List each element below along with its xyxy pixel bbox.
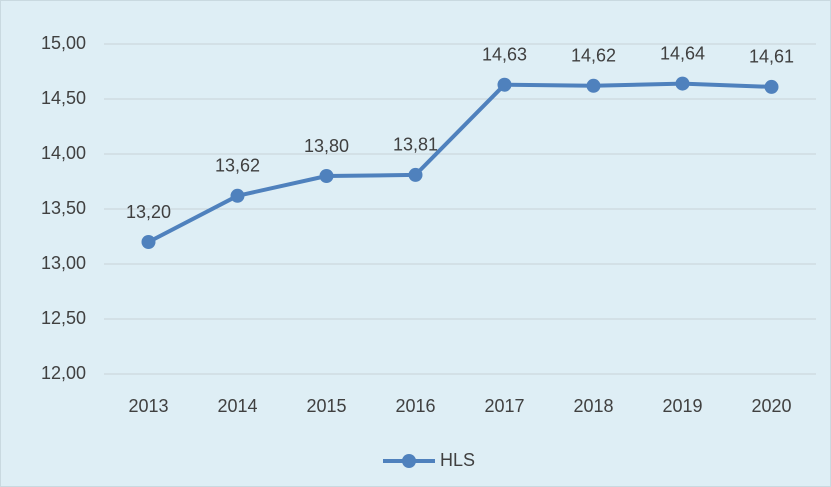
data-point: [586, 78, 601, 93]
data-point: [230, 188, 245, 203]
data-label: 13,80: [304, 136, 349, 156]
data-point: [497, 77, 512, 92]
data-point: [141, 235, 156, 249]
x-tick-label: 2013: [128, 396, 168, 416]
data-label: 14,63: [482, 44, 527, 64]
data-label: 14,64: [660, 43, 705, 63]
x-tick-label: 2017: [484, 396, 524, 416]
data-point: [319, 169, 334, 183]
x-tick-label: 2016: [395, 396, 435, 416]
x-tick-label: 2018: [573, 396, 613, 416]
data-point: [764, 79, 779, 94]
y-tick-label: 12,00: [41, 363, 86, 383]
series-line: [147, 81, 772, 244]
x-tick-label: 2019: [662, 396, 702, 416]
y-tick-label: 14,00: [41, 143, 86, 163]
data-label: 13,62: [215, 156, 260, 176]
x-tick-label: 2015: [306, 396, 346, 416]
data-label: 14,61: [749, 47, 794, 67]
data-point: [675, 76, 690, 91]
x-tick-label: 2020: [751, 396, 791, 416]
data-point: [408, 167, 423, 182]
y-tick-label: 15,00: [41, 33, 86, 53]
y-tick-label: 13,00: [41, 253, 86, 273]
data-label: 13,81: [393, 135, 438, 155]
x-tick-label: 2014: [217, 396, 257, 416]
y-tick-label: 12,50: [41, 308, 86, 328]
y-tick-label: 14,50: [41, 88, 86, 108]
data-label: 14,62: [571, 46, 616, 66]
legend-marker: [402, 454, 416, 468]
y-tick-label: 13,50: [41, 198, 86, 218]
legend-label: HLS: [440, 450, 475, 470]
data-label: 13,20: [126, 202, 171, 222]
